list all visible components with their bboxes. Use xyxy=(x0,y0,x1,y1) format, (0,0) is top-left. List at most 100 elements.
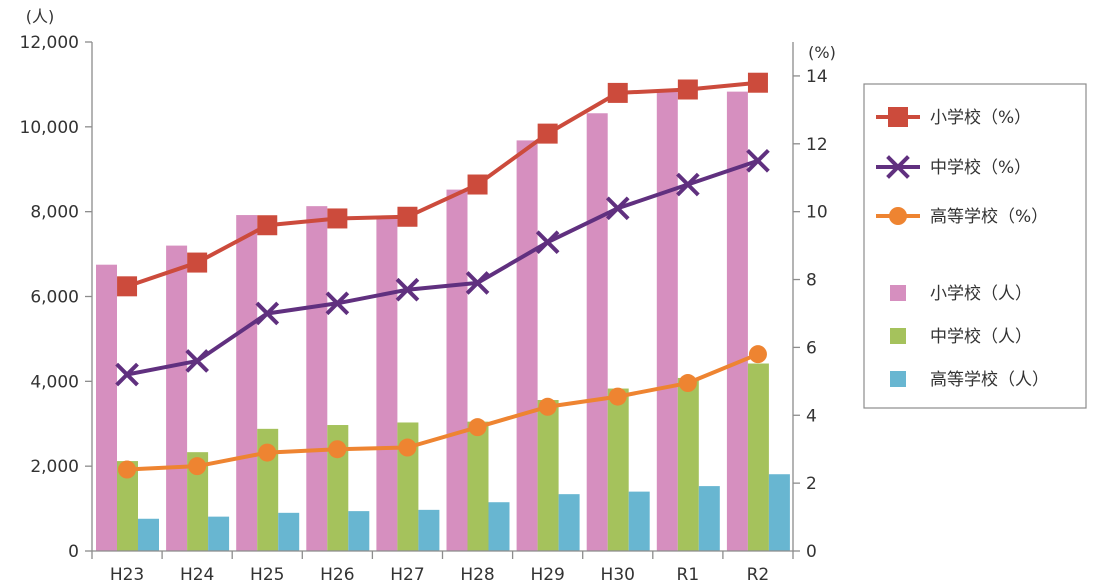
bar-中学校（人）-R2 xyxy=(747,363,769,551)
legend-marker-square xyxy=(888,107,908,127)
right-tick-label: 4 xyxy=(806,406,817,426)
x-tick-label-R1: R1 xyxy=(677,565,700,585)
marker-中学校（%）-H24 xyxy=(185,349,209,373)
bar-高等学校（人）-R1 xyxy=(698,486,720,551)
marker-小学校（%）-R1 xyxy=(677,79,698,100)
bar-小学校（人）-H24 xyxy=(166,245,188,551)
legend-label: 高等学校（%） xyxy=(930,207,1048,227)
line-中学校（%） xyxy=(126,158,759,377)
marker-中学校（%）-R2 xyxy=(746,148,770,173)
bar-小学校（人）-H26 xyxy=(306,206,328,551)
legend: 小学校（%） 中学校（%） 高等学校（%） 小学校（人） 中学校（人） 高等学校（人） xyxy=(863,83,1087,409)
legend-label: 高等学校（人） xyxy=(930,370,1049,390)
x-tick-label-H23: H23 xyxy=(110,565,144,585)
bar-中学校（人）-R1 xyxy=(677,377,699,551)
marker-小学校（%）-H28 xyxy=(467,174,488,195)
left-tick-label: 0 xyxy=(68,542,79,562)
left-axis-unit: (人) xyxy=(26,7,55,26)
legend-label: 中学校（人） xyxy=(930,327,1032,347)
left-tick-label: 2,000 xyxy=(30,457,79,477)
bar-小学校（人）-R1 xyxy=(656,89,678,552)
bar-高等学校（人）-H27 xyxy=(418,509,440,551)
legend-bar-swatch xyxy=(890,328,906,344)
bar-高等学校（人）-H29 xyxy=(558,494,580,551)
marker-小学校（%）-H26 xyxy=(327,208,348,229)
bar-小学校（人）-H25 xyxy=(236,215,258,551)
x-tick-label-H24: H24 xyxy=(180,565,214,585)
marker-高等学校（%）-H24 xyxy=(188,457,207,476)
left-tick-label: 12,000 xyxy=(20,33,79,53)
bar-高等学校（人）-H23 xyxy=(138,518,159,551)
left-tick-label: 6,000 xyxy=(30,288,79,308)
legend-label: 小学校（人） xyxy=(930,284,1032,304)
marker-小学校（%）-H24 xyxy=(187,252,208,273)
marker-中学校（%）-H30 xyxy=(605,196,630,221)
marker-小学校（%）-H23 xyxy=(117,276,138,297)
right-tick-label: 14 xyxy=(806,67,828,87)
marker-中学校（%）-H25 xyxy=(255,301,280,326)
bar-高等学校（人）-H24 xyxy=(208,516,230,551)
bar-高等学校（人）-H26 xyxy=(348,511,370,551)
marker-高等学校（%）-R2 xyxy=(748,345,767,364)
bar-中学校（人）-H24 xyxy=(187,452,209,551)
right-tick-label: 12 xyxy=(806,135,828,155)
bar-中学校（人）-H23 xyxy=(117,461,138,551)
legend-marker-x xyxy=(886,155,910,179)
marker-中学校（%）-R1 xyxy=(676,172,700,197)
legend-label: 中学校（%） xyxy=(930,158,1031,178)
marker-高等学校（%）-H23 xyxy=(118,460,137,479)
bar-中学校（人）-H30 xyxy=(607,388,629,551)
marker-小学校（%）-H27 xyxy=(397,206,418,227)
x-tick-label-H28: H28 xyxy=(460,565,494,585)
marker-中学校（%）-H23 xyxy=(115,362,139,387)
bar-小学校（人）-H28 xyxy=(446,189,468,552)
marker-小学校（%）-H29 xyxy=(537,123,558,144)
legend-bar-swatch xyxy=(890,285,906,301)
line-高等学校（%） xyxy=(126,352,759,472)
x-tick-label-H25: H25 xyxy=(250,565,284,585)
marker-中学校（%）-H28 xyxy=(465,271,490,295)
marker-小学校（%）-H30 xyxy=(607,82,628,103)
line-小学校（%） xyxy=(126,80,759,289)
marker-中学校（%）-H27 xyxy=(395,277,420,302)
marker-高等学校（%）-H26 xyxy=(328,440,347,459)
marker-中学校（%）-H26 xyxy=(325,291,350,316)
right-tick-label: 6 xyxy=(806,338,817,358)
marker-高等学校（%）-H28 xyxy=(468,418,487,437)
legend-bar-swatch xyxy=(890,371,906,387)
bar-小学校（人）-H29 xyxy=(516,140,538,551)
marker-小学校（%）-R2 xyxy=(747,72,768,93)
marker-高等学校（%）-H29 xyxy=(538,397,557,416)
right-tick-label: 8 xyxy=(806,271,817,291)
left-tick-label: 4,000 xyxy=(30,372,79,392)
bar-高等学校（人）-H25 xyxy=(278,512,300,551)
marker-中学校（%）-H29 xyxy=(535,230,560,255)
left-tick-label: 10,000 xyxy=(20,118,79,138)
bar-高等学校（人）-R2 xyxy=(768,474,790,551)
legend-marker-circle xyxy=(889,207,907,225)
right-tick-label: 10 xyxy=(806,203,828,223)
line-layer xyxy=(115,72,770,479)
right-tick-label: 2 xyxy=(806,474,817,494)
right-axis-unit: (%) xyxy=(808,43,836,62)
bar-高等学校（人）-H30 xyxy=(628,491,650,551)
left-tick-label: 8,000 xyxy=(30,203,79,223)
x-tick-label-R2: R2 xyxy=(747,565,770,585)
x-tick-label-H26: H26 xyxy=(320,565,354,585)
bar-小学校（人）-R2 xyxy=(726,91,748,551)
bar-小学校（人）-H30 xyxy=(586,113,608,551)
legend-box xyxy=(863,83,1087,409)
bar-小学校（人）-H27 xyxy=(376,218,398,551)
legend-label: 小学校（%） xyxy=(930,108,1031,128)
marker-小学校（%）-H25 xyxy=(257,215,278,236)
bar-小学校（人）-H23 xyxy=(96,264,117,551)
right-tick-label: 0 xyxy=(806,542,817,562)
bar-高等学校（人）-H28 xyxy=(488,502,510,551)
marker-高等学校（%）-H25 xyxy=(258,443,277,462)
marker-高等学校（%）-H30 xyxy=(608,387,627,406)
marker-高等学校（%）-R1 xyxy=(678,374,697,393)
axes: 0 2,000 4,000 6,000 8,000 10,000 12,000 0 2 4 6 8 10… xyxy=(20,33,828,585)
bar-中学校（人）-H29 xyxy=(537,399,559,551)
marker-高等学校（%）-H27 xyxy=(398,438,417,457)
